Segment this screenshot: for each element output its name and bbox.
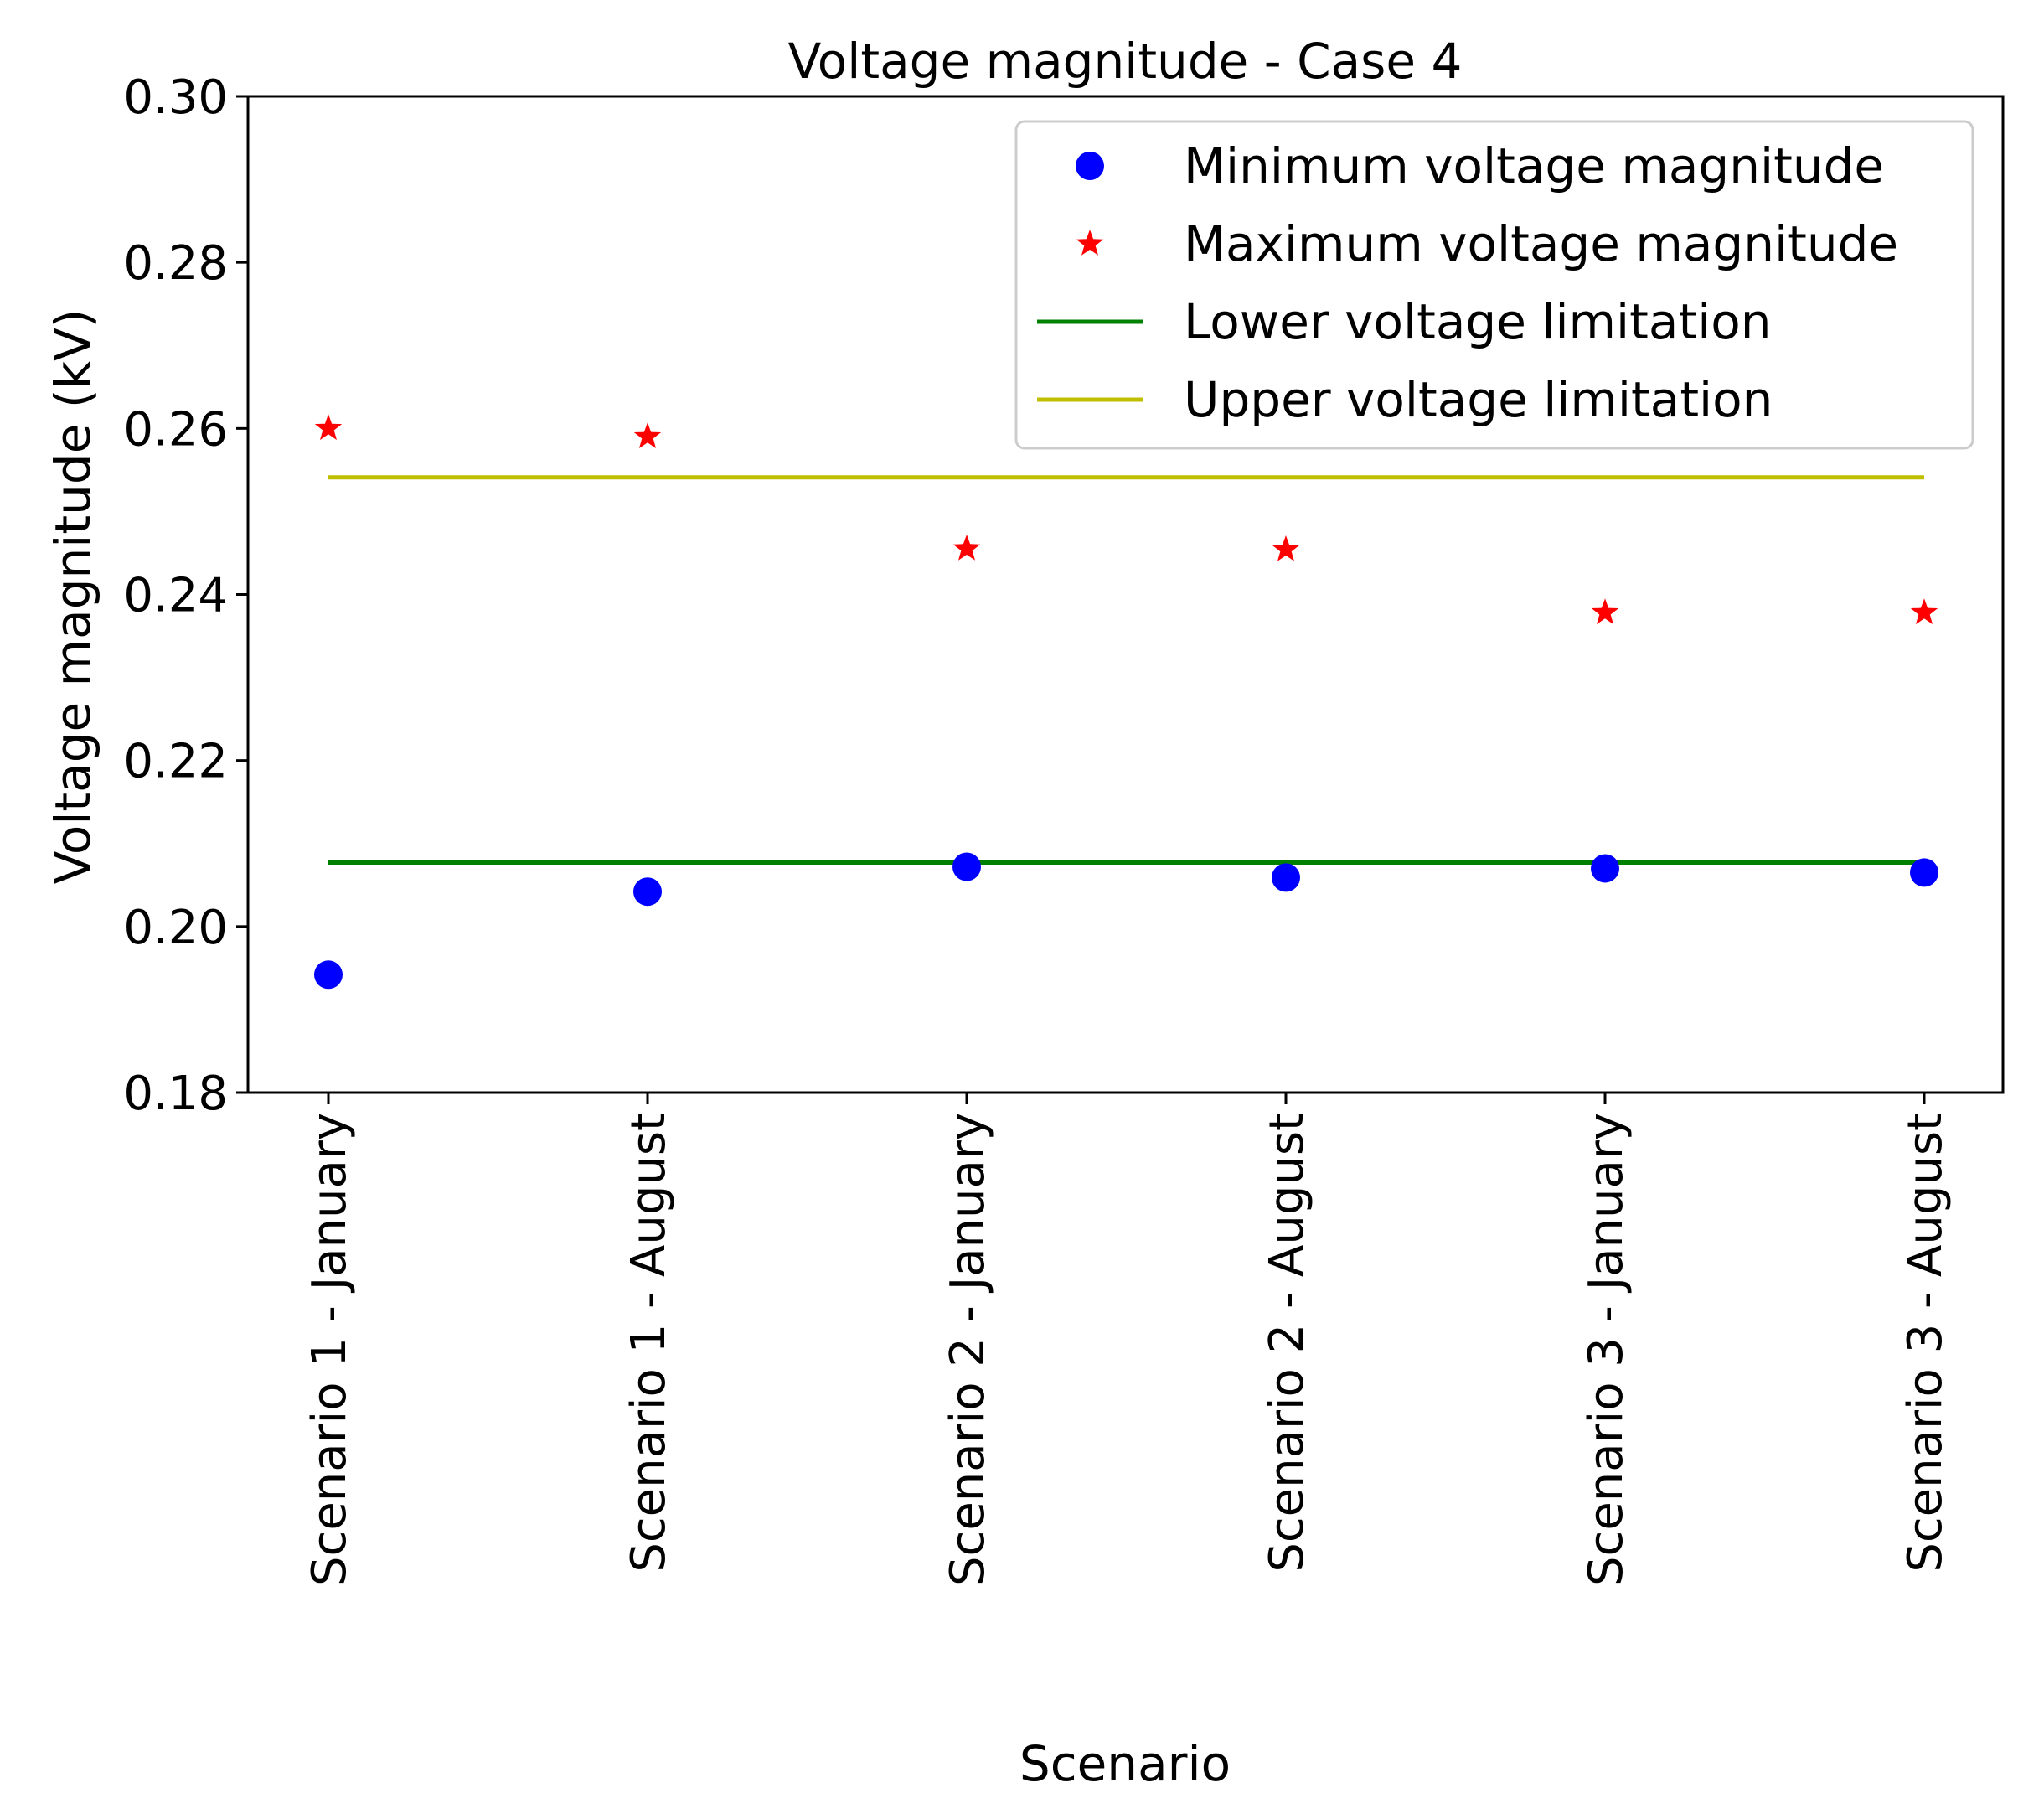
y-tick-label: 0.22 — [123, 735, 228, 789]
y-tick-label: 0.26 — [123, 402, 228, 457]
legend-label: Lower voltage limitation — [1184, 293, 1772, 350]
min-voltage-point — [952, 852, 981, 881]
y-axis-title: Voltage magnitude (kV) — [44, 309, 101, 885]
chart-title: Voltage magnitude - Case 4 — [788, 33, 1463, 90]
legend-box — [1014, 120, 1974, 450]
legend-key-min — [1076, 152, 1104, 180]
min-voltage-point — [1910, 858, 1938, 887]
min-voltage-point — [314, 960, 343, 990]
y-tick-label: 0.30 — [123, 70, 228, 125]
x-tick-label: Scenario 1 - August — [622, 1113, 676, 1573]
x-tick-label: Scenario 2 - August — [1260, 1113, 1314, 1573]
legend-key-max — [1076, 230, 1104, 256]
x-tick-label: Scenario 1 - January — [302, 1113, 357, 1586]
legend-label: Minimum voltage magnitude — [1184, 137, 1884, 194]
max-voltage-point — [952, 535, 981, 561]
max-voltage-point — [633, 422, 662, 448]
legend: Minimum voltage magnitude Maximum voltage… — [1014, 120, 1974, 450]
data-markers — [314, 414, 1938, 990]
min-voltage-point — [1591, 854, 1619, 883]
y-tick-label: 0.18 — [123, 1067, 228, 1121]
max-voltage-point — [1591, 598, 1619, 625]
y-tick-label: 0.20 — [123, 901, 228, 955]
max-voltage-point — [314, 414, 343, 441]
y-tick-label: 0.24 — [123, 569, 228, 623]
x-tick-label: Scenario 3 - January — [1579, 1113, 1634, 1586]
y-tick-label: 0.28 — [123, 236, 228, 291]
x-tick-label: Scenario 3 - August — [1898, 1113, 1953, 1573]
x-axis-ticks: Scenario 1 - January Scenario 1 - August S… — [302, 1093, 1953, 1586]
legend-label: Upper voltage limitation — [1184, 371, 1773, 428]
max-voltage-point — [1910, 598, 1938, 625]
min-voltage-point — [1272, 863, 1300, 892]
x-tick-label: Scenario 2 - January — [941, 1113, 995, 1586]
limit-lines — [328, 475, 1924, 866]
min-voltage-point — [633, 877, 662, 907]
plot-area-frame — [246, 95, 2005, 1094]
x-axis-title: Scenario — [1019, 1735, 1231, 1792]
legend-label: Maximum voltage magnitude — [1184, 215, 1898, 272]
max-voltage-point — [1272, 535, 1300, 561]
y-axis-ticks: 0.18 0.20 0.22 0.24 0.26 0.28 0.30 — [123, 70, 248, 1121]
